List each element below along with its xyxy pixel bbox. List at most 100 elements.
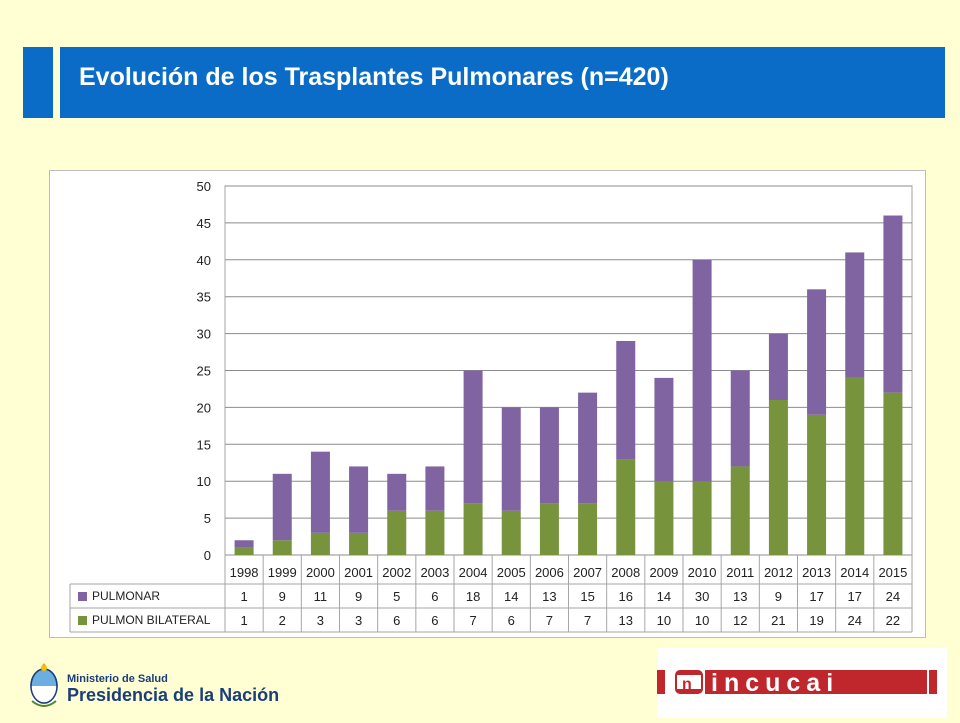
data-label: 15 (580, 589, 594, 604)
data-label: 7 (546, 613, 553, 628)
data-label: 7 (584, 613, 591, 628)
bar-pulmonar (272, 473, 292, 541)
data-label: 21 (771, 613, 785, 628)
bar-bilateral (730, 466, 750, 555)
bar-pulmonar (768, 333, 788, 401)
presidency-name: Presidencia de la Nación (67, 685, 280, 705)
x-tick-label: 2002 (382, 565, 411, 580)
title-bar: Evolución de los Trasplantes Pulmonares … (60, 47, 945, 118)
x-tick-label: 2005 (497, 565, 526, 580)
bar-bilateral (768, 400, 788, 555)
page-title: Evolución de los Trasplantes Pulmonares … (79, 63, 669, 91)
data-label: 18 (466, 589, 480, 604)
data-label: 13 (619, 613, 633, 628)
data-label: 30 (695, 589, 709, 604)
data-label: 2 (279, 613, 286, 628)
bar-bilateral (387, 510, 407, 555)
y-tick-label: 5 (204, 511, 211, 526)
bar-pulmonar (501, 407, 521, 511)
bar-bilateral (578, 503, 598, 555)
data-label: 9 (355, 589, 362, 604)
bar-bilateral (425, 510, 445, 555)
data-label: 24 (886, 589, 900, 604)
bar-pulmonar (387, 473, 407, 511)
svg-text:n: n (682, 676, 692, 693)
x-tick-label: 2011 (726, 565, 754, 580)
bar-pulmonar (845, 252, 865, 378)
bar-bilateral (845, 377, 865, 555)
x-tick-label: 2012 (764, 565, 793, 580)
data-label: 14 (504, 589, 518, 604)
data-label: 19 (809, 613, 823, 628)
bar-pulmonar (692, 259, 712, 482)
y-tick-label: 50 (197, 179, 211, 194)
data-label: 10 (657, 613, 671, 628)
x-tick-label: 2008 (611, 565, 640, 580)
bar-pulmonar (463, 370, 483, 504)
chart-container: 0 5 10 15 20 25 30 35 40 45 50 1998 1999 2000 2001 2002… (49, 170, 926, 638)
data-label: 6 (431, 589, 438, 604)
data-label: 7 (469, 613, 476, 628)
data-label: 17 (848, 589, 862, 604)
bar-pulmonar (425, 466, 445, 511)
bar-bilateral (349, 532, 369, 555)
bar-bilateral (272, 540, 292, 555)
y-tick-label: 30 (197, 327, 211, 342)
x-tick-label: 2000 (306, 565, 335, 580)
bar-bilateral (539, 503, 559, 555)
y-tick-label: 10 (197, 474, 211, 489)
x-tick-label: 2015 (878, 565, 907, 580)
x-tick-label: 2004 (459, 565, 488, 580)
bar-pulmonar (578, 392, 598, 504)
x-tick-label: 2006 (535, 565, 564, 580)
data-label: 6 (431, 613, 438, 628)
x-tick-label: 2009 (649, 565, 678, 580)
x-tick-label: 1998 (230, 565, 259, 580)
data-label: 6 (508, 613, 515, 628)
x-tick-label: 2013 (802, 565, 831, 580)
data-label: 6 (393, 613, 400, 628)
bar-pulmonar (349, 466, 369, 533)
incucai-logo-text: incucai (711, 669, 839, 697)
legend-label: PULMONAR (92, 589, 160, 603)
bar-bilateral (501, 510, 521, 555)
y-tick-label: 15 (197, 437, 211, 452)
bar-pulmonar (807, 289, 827, 415)
y-tick-label: 0 (204, 548, 211, 563)
data-label: 13 (733, 589, 747, 604)
x-tick-label: 2014 (840, 565, 869, 580)
y-tick-label: 20 (197, 400, 211, 415)
bar-pulmonar (234, 540, 254, 548)
y-tick-label: 25 (197, 364, 211, 379)
data-label: 13 (542, 589, 556, 604)
legend-swatch (78, 616, 87, 625)
x-tick-label: 2010 (688, 565, 717, 580)
x-tick-label: 2003 (420, 565, 449, 580)
data-label: 5 (393, 589, 400, 604)
data-label: 12 (733, 613, 747, 628)
incucai-logo: n incucai (657, 648, 947, 718)
data-label: 9 (279, 589, 286, 604)
legend-label: PULMON BILATERAL (92, 613, 211, 627)
x-tick-label: 2007 (573, 565, 602, 580)
bar-pulmonar (730, 370, 750, 467)
data-label: 11 (314, 589, 328, 604)
data-label: 1 (240, 613, 247, 628)
data-label: 3 (317, 613, 324, 628)
data-label: 14 (657, 589, 671, 604)
legend-swatch (78, 592, 87, 601)
x-tick-label: 1999 (268, 565, 297, 580)
argentina-coat-of-arms-icon (30, 663, 58, 707)
bar-bilateral (654, 481, 674, 555)
bar-bilateral (883, 392, 903, 555)
bar-pulmonar (654, 377, 674, 482)
y-tick-label: 40 (197, 253, 211, 268)
bar-bilateral (234, 547, 254, 555)
bar-bilateral (310, 532, 330, 555)
data-label: 24 (848, 613, 862, 628)
data-label: 16 (619, 589, 633, 604)
data-label: 9 (775, 589, 782, 604)
data-label: 17 (809, 589, 823, 604)
bar-bilateral (616, 459, 636, 555)
